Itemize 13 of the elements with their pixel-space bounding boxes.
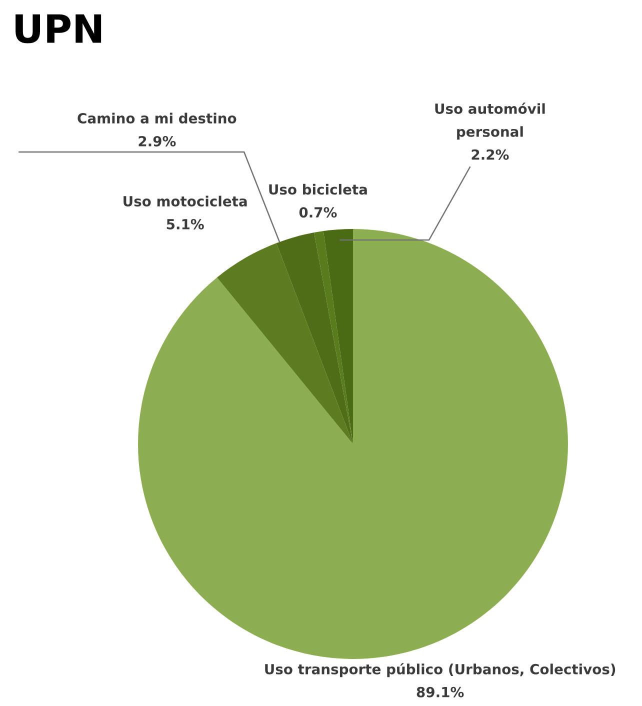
data-label: 5.1% [166,218,204,230]
data-label: 89.1% [416,686,464,698]
slice-label: Camino a mi destino [78,112,236,124]
data-label: 2.9% [138,136,176,146]
pie-slice [276,232,353,444]
slice-label: Uso bicicleta [269,184,367,195]
pie-slice [138,229,568,659]
chart-title: UPN [16,14,102,44]
slice-label: Uso transporte público (Urbanos, Colectivos) [265,663,616,678]
slice-label: Uso motocicleta [124,196,247,207]
data-label: 2.2% [472,149,509,160]
data-label: 0.7% [299,207,337,218]
slice-label: Uso automóvil personal [435,102,545,140]
